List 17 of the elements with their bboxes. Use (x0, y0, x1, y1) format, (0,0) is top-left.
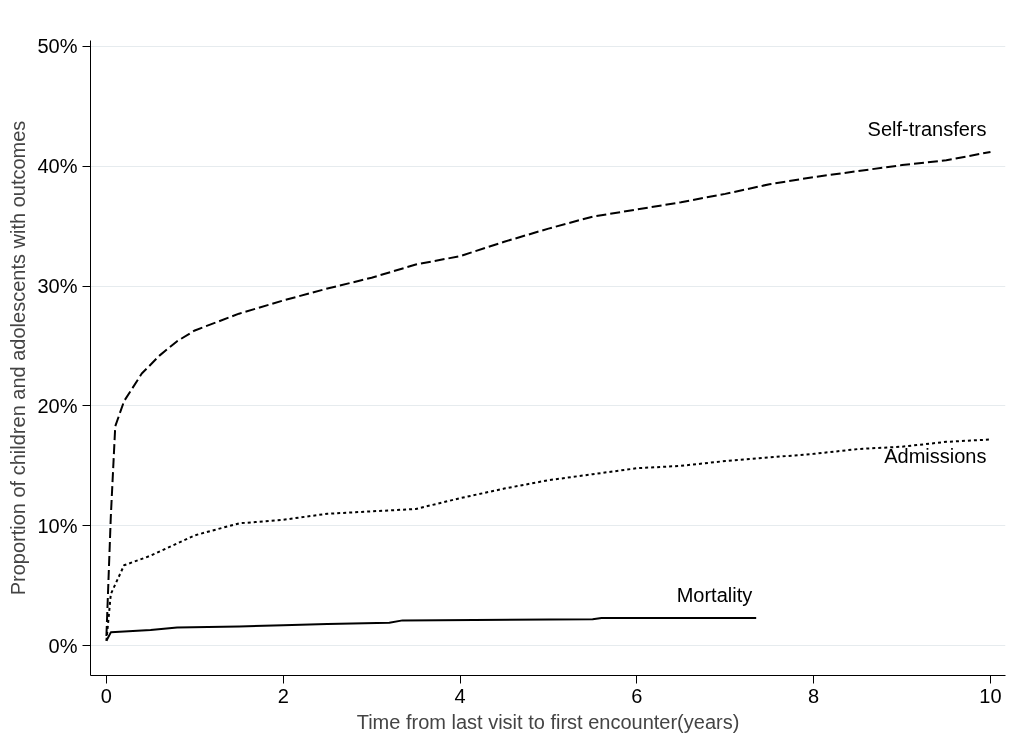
y-tick-label: 0% (48, 634, 78, 657)
x-axis-title: Time from last visit to first encounter(years) (356, 710, 740, 733)
series-label: Mortality (676, 583, 753, 606)
x-tick-label: 6 (631, 684, 643, 707)
y-tick-label: 20% (37, 394, 78, 417)
y-tick-label: 30% (37, 275, 78, 298)
y-tick-label: 10% (37, 514, 78, 537)
series-label: Self-transfers (867, 117, 987, 140)
x-tick-label: 10 (979, 684, 1002, 707)
y-axis-title: Proportion of children and adolescents with outcomes (7, 120, 30, 596)
y-tick-label: 40% (37, 155, 78, 178)
y-tick-label: 50% (37, 35, 78, 58)
x-tick-label: 8 (808, 684, 820, 707)
series-label: Admissions (884, 445, 987, 468)
x-tick-label: 2 (277, 684, 289, 707)
x-tick-label: 4 (454, 684, 466, 707)
x-tick-label: 0 (100, 684, 112, 707)
